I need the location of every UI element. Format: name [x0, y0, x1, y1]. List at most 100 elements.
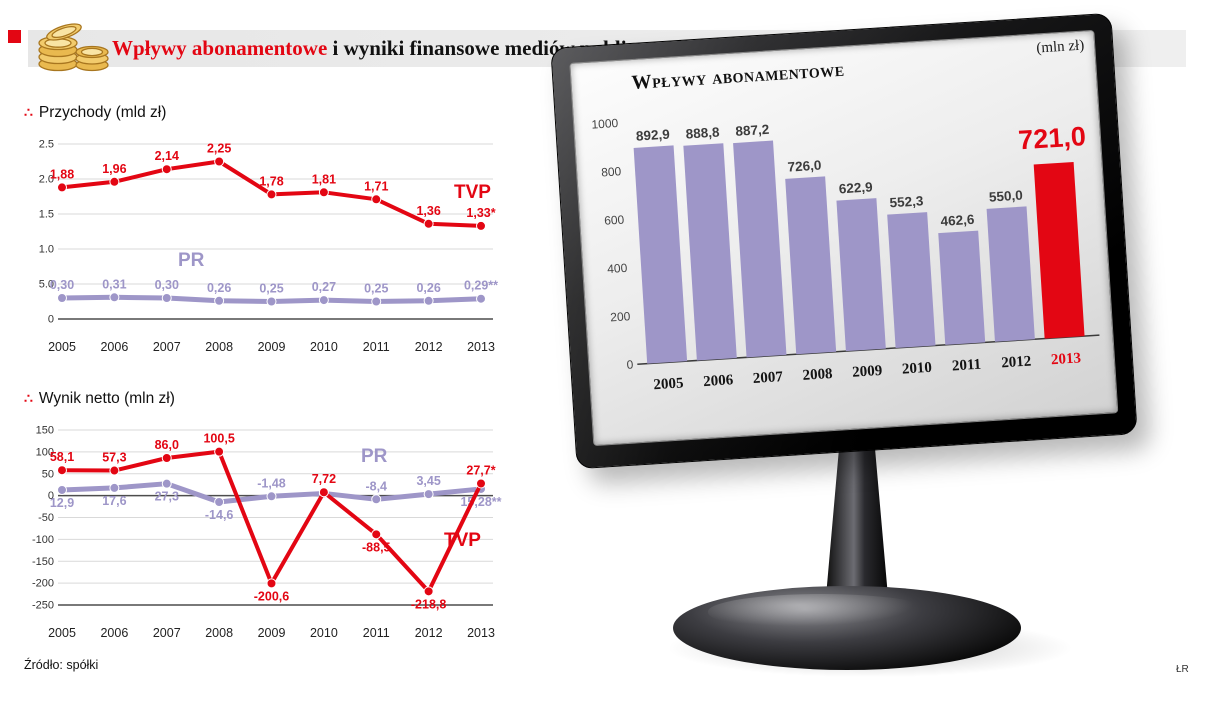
section-title-przychody: ∴ Przychody (mld zł) [24, 104, 166, 122]
svg-text:3,45: 3,45 [416, 474, 440, 488]
svg-text:2012: 2012 [1001, 353, 1032, 371]
svg-text:27,7*: 27,7* [466, 464, 495, 478]
svg-text:86,0: 86,0 [155, 438, 179, 452]
section-title-wynik-netto-label: Wynik netto (mln zł) [38, 390, 175, 407]
svg-text:2,14: 2,14 [155, 149, 179, 163]
svg-text:0,30: 0,30 [50, 278, 74, 292]
monitor-screen: Wpływy abonamentowe (mln zł) 1000 800 600 4… [569, 29, 1119, 447]
svg-text:550,0: 550,0 [989, 188, 1024, 205]
svg-text:2007: 2007 [153, 626, 181, 640]
svg-text:57,3: 57,3 [102, 451, 126, 465]
svg-text:0,27: 0,27 [312, 280, 336, 294]
svg-text:-250: -250 [32, 600, 54, 612]
svg-text:17,6: 17,6 [102, 494, 126, 508]
svg-text:800: 800 [601, 164, 622, 179]
svg-text:150: 150 [36, 425, 54, 437]
svg-text:2010: 2010 [310, 626, 338, 640]
svg-text:892,9: 892,9 [636, 127, 671, 144]
monitor-body: Wpływy abonamentowe (mln zł) 1000 800 600 4… [550, 12, 1138, 470]
screen-chart-title: Wpływy abonamentowe [630, 58, 846, 94]
svg-text:-1,48: -1,48 [257, 476, 286, 490]
bar-2009 [836, 198, 886, 352]
svg-text:2013: 2013 [1051, 350, 1082, 368]
svg-text:888,8: 888,8 [685, 124, 720, 141]
pr-series: 0,30 0,31 0,30 0,26 0,25 0,27 0,25 0,26 0,29** PR [50, 250, 498, 307]
svg-text:622,9: 622,9 [838, 179, 873, 196]
coins-icon [34, 3, 114, 78]
svg-text:2009: 2009 [258, 626, 286, 640]
svg-text:5.0: 5.0 [39, 279, 54, 291]
svg-text:0: 0 [48, 490, 54, 502]
svg-text:12,9: 12,9 [50, 496, 74, 510]
svg-text:1,33*: 1,33* [466, 206, 495, 220]
svg-text:7,72: 7,72 [312, 472, 336, 486]
svg-text:-50: -50 [38, 512, 54, 524]
bar-2005 [633, 145, 688, 364]
svg-text:0,30: 0,30 [155, 278, 179, 292]
tvp-series: 58,1 57,3 86,0 100,5 -200,6 7,72 -88,5 -218,8 27… [50, 432, 496, 612]
svg-text:2,25: 2,25 [207, 142, 231, 156]
bar-2008 [785, 176, 837, 355]
line-chart-przychody: 2.5 2.0 1.5 1.0 5.0 0 2005 2006 2007 2008 2009 2010… [16, 126, 511, 369]
svg-text:2012: 2012 [415, 626, 443, 640]
svg-text:-150: -150 [32, 556, 54, 568]
bar-2007 [733, 140, 787, 358]
svg-text:1,81: 1,81 [312, 172, 336, 186]
bar-2013 [1033, 161, 1085, 339]
svg-text:2006: 2006 [703, 372, 734, 390]
svg-text:600: 600 [604, 213, 625, 228]
svg-text:726,0: 726,0 [787, 158, 822, 175]
wynik-netto-svg: 150 100 50 0 -50 -100 -150 -200 -250 2005 2006 2007… [32, 425, 502, 641]
svg-text:2008: 2008 [802, 366, 833, 384]
svg-text:27,3: 27,3 [155, 490, 179, 504]
svg-text:0,29**: 0,29** [464, 279, 498, 293]
przychody-svg: 2.5 2.0 1.5 1.0 5.0 0 2005 2006 2007 2008 2009 2010… [39, 139, 498, 355]
svg-text:2008: 2008 [205, 626, 233, 640]
svg-text:-8,4: -8,4 [365, 479, 387, 493]
series-name-pr: PR [361, 446, 388, 467]
svg-text:15,28**: 15,28** [460, 495, 501, 509]
svg-text:0,25: 0,25 [364, 282, 388, 296]
svg-text:-88,5: -88,5 [362, 540, 391, 554]
section-bullet-icon: ∴ [24, 104, 33, 120]
svg-text:2006: 2006 [100, 626, 128, 640]
svg-text:-100: -100 [32, 534, 54, 546]
svg-text:2006: 2006 [100, 340, 128, 354]
svg-text:2011: 2011 [363, 340, 390, 354]
svg-text:1,36: 1,36 [416, 204, 440, 218]
svg-text:0,25: 0,25 [259, 282, 283, 296]
svg-text:-200: -200 [32, 578, 54, 590]
series-name-tvp: TVP [444, 530, 481, 551]
svg-text:462,6: 462,6 [940, 212, 975, 229]
bar-2012 [986, 206, 1035, 342]
coins-icon-svg [38, 23, 109, 72]
svg-text:-218,8: -218,8 [411, 597, 446, 611]
abonament-svg: 1000 800 600 400 200 0 892,9 2005 888,8 2006 887,2… [591, 116, 1100, 393]
svg-text:-14,6: -14,6 [205, 508, 234, 522]
bar-2006 [683, 143, 737, 361]
svg-text:2013: 2013 [467, 340, 495, 354]
svg-text:721,0: 721,0 [1017, 121, 1086, 155]
svg-text:0,31: 0,31 [102, 277, 126, 291]
svg-text:1.5: 1.5 [39, 209, 54, 221]
svg-text:2005: 2005 [48, 626, 76, 640]
bar-chart-abonament: 1000 800 600 400 200 0 892,9 2005 888,8 2006 887,2… [578, 73, 1108, 410]
monitor-stand-neck [825, 433, 889, 608]
series-name-pr: PR [178, 250, 205, 271]
svg-text:-200,6: -200,6 [254, 589, 289, 603]
monitor: Wpływy abonamentowe (mln zł) 1000 800 600 4… [545, 12, 1165, 690]
svg-text:2005: 2005 [653, 375, 684, 393]
svg-text:1,88: 1,88 [50, 167, 74, 181]
bar-2011 [938, 230, 986, 345]
section-title-wynik-netto: ∴ Wynik netto (mln zł) [24, 390, 175, 408]
svg-text:2012: 2012 [415, 340, 443, 354]
svg-text:2005: 2005 [48, 340, 76, 354]
svg-text:2.0: 2.0 [39, 174, 54, 186]
svg-text:0: 0 [48, 314, 54, 326]
svg-text:100,5: 100,5 [203, 432, 234, 446]
line-chart-wynik-netto: 150 100 50 0 -50 -100 -150 -200 -250 2005 2006 2007… [16, 412, 511, 655]
svg-text:2010: 2010 [901, 360, 932, 378]
credit-initials: ŁR [1176, 664, 1189, 675]
svg-text:2009: 2009 [852, 363, 883, 381]
